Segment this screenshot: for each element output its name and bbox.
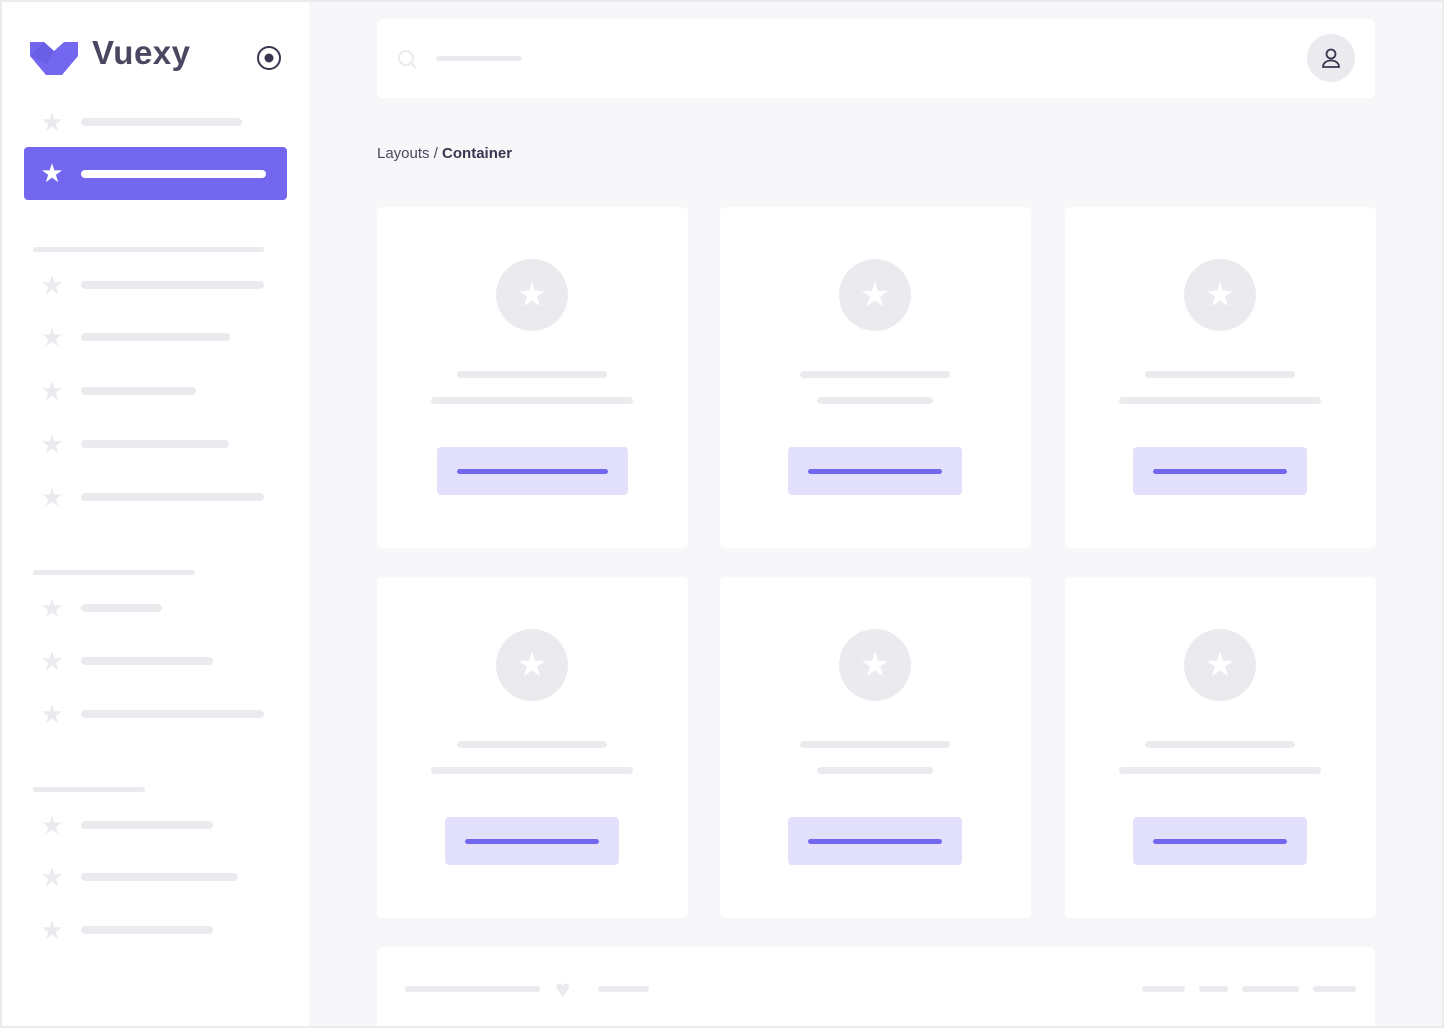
content-card: ★ <box>377 207 688 548</box>
footer-text <box>405 986 540 992</box>
sidebar-item[interactable] <box>81 118 242 126</box>
star-icon: ★ <box>496 259 568 331</box>
card-title <box>800 741 950 748</box>
brand-name: Vuexy <box>92 34 191 71</box>
content-card: ★ <box>377 577 688 918</box>
search-icon[interactable] <box>397 49 419 71</box>
star-icon: ★ <box>496 629 568 701</box>
vuexy-logo <box>30 42 78 75</box>
card-button[interactable] <box>445 817 619 865</box>
card-text <box>817 397 933 404</box>
sidebar-item[interactable] <box>81 873 238 881</box>
content-card: ★ <box>720 207 1031 548</box>
star-icon: ★ <box>40 429 64 459</box>
user-avatar[interactable] <box>1307 34 1355 82</box>
star-icon: ★ <box>1184 629 1256 701</box>
card-text <box>817 767 933 774</box>
card-button[interactable] <box>1133 447 1307 495</box>
star-icon: ★ <box>40 810 64 840</box>
card-title <box>1145 371 1295 378</box>
button-label <box>1153 839 1287 844</box>
section-header <box>33 570 195 575</box>
user-icon <box>1322 48 1340 68</box>
button-label <box>1153 469 1287 474</box>
sidebar-item[interactable] <box>81 657 213 665</box>
top-navbar <box>377 19 1375 98</box>
sidebar-item[interactable] <box>81 710 264 718</box>
card-title <box>457 741 607 748</box>
sidebar-item[interactable] <box>81 821 213 829</box>
footer: ♥ <box>377 947 1375 1026</box>
button-label <box>456 469 608 474</box>
card-text <box>431 767 633 774</box>
section-header <box>33 787 145 792</box>
sidebar-item-active[interactable]: ★ <box>24 147 287 200</box>
star-icon: ★ <box>839 259 911 331</box>
star-icon: ★ <box>40 322 64 352</box>
card-button[interactable] <box>1133 817 1307 865</box>
content-card: ★ <box>1065 207 1376 548</box>
star-icon: ★ <box>40 482 64 512</box>
star-icon: ★ <box>40 862 64 892</box>
star-icon: ★ <box>40 915 64 945</box>
card-button[interactable] <box>788 447 962 495</box>
radio-circle-icon[interactable] <box>256 45 282 71</box>
heart-icon: ♥ <box>555 974 571 1004</box>
star-icon: ★ <box>1184 259 1256 331</box>
breadcrumb-current: Container <box>442 145 513 162</box>
sidebar: Vuexy ★ ★ ★ ★ ★ ★ ★ ★ ★ ★ ★ ★ ★ <box>2 2 309 1026</box>
star-icon: ★ <box>40 376 64 406</box>
star-icon: ★ <box>40 699 64 729</box>
sidebar-item[interactable] <box>81 604 162 612</box>
footer-link[interactable] <box>1242 986 1299 992</box>
star-icon: ★ <box>40 158 64 188</box>
sidebar-item[interactable] <box>81 926 213 934</box>
star-icon: ★ <box>40 107 64 137</box>
star-icon: ★ <box>40 593 64 623</box>
footer-link[interactable] <box>1142 986 1185 992</box>
sidebar-item[interactable] <box>81 333 230 341</box>
sidebar-item[interactable] <box>81 493 264 501</box>
footer-text <box>598 986 649 992</box>
footer-link[interactable] <box>1199 986 1228 992</box>
breadcrumb-parent[interactable]: Layouts / <box>377 145 438 162</box>
card-text <box>1119 767 1321 774</box>
button-label <box>808 469 942 474</box>
sidebar-item[interactable] <box>81 387 196 395</box>
card-text <box>1119 397 1321 404</box>
card-title <box>800 371 950 378</box>
sidebar-item[interactable] <box>81 281 264 289</box>
card-button[interactable] <box>788 817 962 865</box>
breadcrumb: Layouts / Container <box>377 145 512 162</box>
search-input[interactable] <box>436 56 522 61</box>
button-label <box>808 839 942 844</box>
card-button[interactable] <box>436 447 628 495</box>
card-text <box>431 397 633 404</box>
section-header <box>33 247 264 252</box>
sidebar-item-label <box>81 170 266 178</box>
star-icon: ★ <box>40 646 64 676</box>
star-icon: ★ <box>839 629 911 701</box>
button-label <box>465 839 599 844</box>
card-title <box>1145 741 1295 748</box>
footer-link[interactable] <box>1313 986 1356 992</box>
content-card: ★ <box>720 577 1031 918</box>
content-card: ★ <box>1065 577 1376 918</box>
sidebar-item[interactable] <box>81 440 229 448</box>
card-title <box>457 371 607 378</box>
star-icon: ★ <box>40 270 64 300</box>
